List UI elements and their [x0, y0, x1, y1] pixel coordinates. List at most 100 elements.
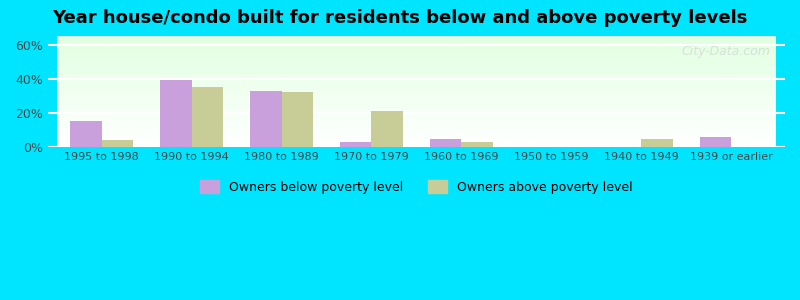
Text: City-Data.com: City-Data.com [682, 45, 770, 58]
Bar [57, 88, 776, 89]
Bar [57, 92, 776, 93]
Bar [57, 97, 776, 98]
Text: Year house/condo built for residents below and above poverty levels: Year house/condo built for residents bel… [52, 9, 748, 27]
Bar [57, 118, 776, 119]
Bar [57, 126, 776, 127]
Bar [57, 69, 776, 70]
Bar [57, 46, 776, 47]
Bar [250, 91, 282, 147]
Bar [57, 82, 776, 83]
Bar [160, 80, 191, 147]
Bar [57, 86, 776, 87]
Bar [57, 93, 776, 94]
Bar [57, 55, 776, 56]
Bar [57, 130, 776, 132]
Bar [57, 119, 776, 121]
Bar [57, 122, 776, 123]
Bar [57, 83, 776, 84]
Bar [57, 87, 776, 88]
Bar [57, 48, 776, 49]
Bar [57, 94, 776, 95]
Bar [57, 73, 776, 74]
Bar [57, 61, 776, 63]
Bar [57, 56, 776, 57]
Bar [57, 63, 776, 64]
Legend: Owners below poverty level, Owners above poverty level: Owners below poverty level, Owners above… [195, 175, 638, 199]
Bar [57, 77, 776, 78]
Bar [57, 84, 776, 85]
Bar [57, 140, 776, 142]
Bar [57, 74, 776, 75]
Bar [57, 47, 776, 48]
Bar [57, 117, 776, 118]
Bar [57, 54, 776, 55]
Bar [57, 49, 776, 50]
Bar [57, 66, 776, 67]
Bar [57, 106, 776, 107]
Bar [57, 76, 776, 77]
Bar [57, 67, 776, 68]
Bar [57, 144, 776, 145]
Bar [57, 78, 776, 79]
Bar [57, 124, 776, 125]
Bar [57, 129, 776, 130]
Bar [191, 87, 223, 147]
Bar [57, 113, 776, 114]
Bar [57, 42, 776, 43]
Bar [57, 121, 776, 122]
Bar [57, 52, 776, 53]
Bar [282, 92, 313, 147]
Bar [340, 142, 371, 147]
Bar [57, 127, 776, 128]
Bar [57, 104, 776, 105]
Bar [57, 85, 776, 86]
Bar [57, 135, 776, 136]
Bar [57, 53, 776, 54]
Bar [57, 125, 776, 126]
Bar [57, 114, 776, 115]
Bar [57, 102, 776, 103]
Bar [102, 140, 133, 147]
Bar [371, 111, 403, 147]
Bar [57, 108, 776, 109]
Bar [57, 39, 776, 41]
Bar [57, 138, 776, 140]
Bar [57, 146, 776, 147]
Bar [57, 38, 776, 39]
Bar [57, 99, 776, 101]
Bar [57, 103, 776, 104]
Bar [57, 142, 776, 143]
Bar [57, 89, 776, 91]
Bar [57, 65, 776, 66]
Bar [57, 44, 776, 45]
Bar [57, 112, 776, 113]
Bar [57, 80, 776, 82]
Bar [57, 64, 776, 65]
Bar [430, 139, 462, 147]
Bar [57, 60, 776, 62]
Bar [57, 70, 776, 72]
Bar [57, 133, 776, 134]
Bar [57, 59, 776, 60]
Bar [57, 145, 776, 146]
Bar [57, 58, 776, 59]
Bar [57, 143, 776, 144]
Bar [57, 45, 776, 46]
Bar [57, 79, 776, 80]
Bar [57, 109, 776, 110]
Bar [57, 134, 776, 135]
Bar [57, 72, 776, 73]
Bar [57, 96, 776, 97]
Bar [57, 137, 776, 138]
Bar [57, 75, 776, 76]
Bar [57, 107, 776, 108]
Bar [57, 100, 776, 102]
Bar [57, 95, 776, 96]
Bar [57, 115, 776, 116]
Bar [57, 91, 776, 92]
Bar [699, 137, 731, 147]
Bar [57, 105, 776, 106]
Bar [57, 57, 776, 58]
Bar [57, 50, 776, 52]
Bar [57, 110, 776, 112]
